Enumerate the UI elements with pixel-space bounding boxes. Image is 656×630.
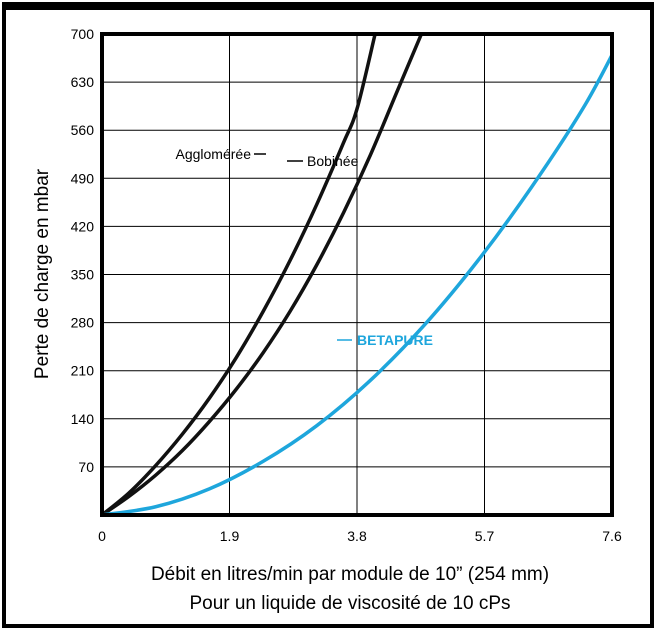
x-tick-label: 1.9 bbox=[220, 528, 240, 544]
y-tick-label: 630 bbox=[71, 74, 95, 90]
series-line-0 bbox=[102, 34, 377, 515]
annotation-bobinee: Bobinée bbox=[307, 153, 359, 169]
y-axis-label: Perte de charge en mbar bbox=[32, 168, 53, 379]
x-tick-label: 5.7 bbox=[475, 528, 495, 544]
series-line-2 bbox=[102, 51, 612, 515]
y-tick-label: 140 bbox=[71, 411, 95, 427]
plot-border bbox=[100, 32, 614, 517]
grid-lines bbox=[102, 34, 612, 515]
tick-labels: 0 1.9 3.8 5.7 7.6 70 140 210 280 350 420 490 560 630 7… bbox=[71, 26, 622, 544]
series-layer bbox=[102, 34, 612, 515]
annotation-betapure: BETAPURE bbox=[357, 332, 433, 348]
series-line-1 bbox=[102, 34, 424, 515]
y-tick-label: 700 bbox=[71, 26, 95, 42]
y-tick-label: 280 bbox=[71, 315, 95, 331]
x-tick-label: 7.6 bbox=[602, 528, 622, 544]
y-tick-label: 560 bbox=[71, 122, 95, 138]
annotation-agglomeree: Agglomérée bbox=[176, 146, 252, 162]
x-tick-label: 3.8 bbox=[347, 528, 367, 544]
y-tick-label: 420 bbox=[71, 218, 95, 234]
y-tick-label: 490 bbox=[71, 170, 95, 186]
y-tick-label: 70 bbox=[78, 459, 94, 475]
y-tick-label: 210 bbox=[71, 363, 95, 379]
x-axis-label: Débit en litres/min par module de 10” (2… bbox=[151, 564, 549, 585]
x-tick-label: 0 bbox=[98, 528, 106, 544]
x-axis-label-2: Pour un liquide de viscosité de 10 cPs bbox=[189, 593, 510, 614]
y-tick-label: 350 bbox=[71, 267, 95, 283]
